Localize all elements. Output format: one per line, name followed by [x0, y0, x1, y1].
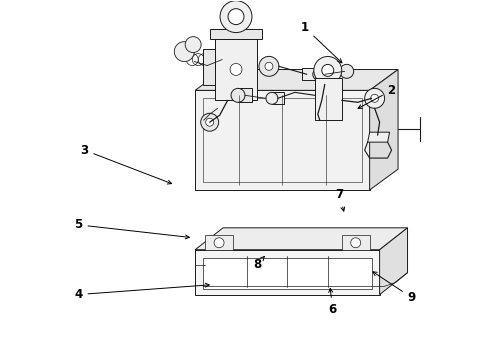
Polygon shape [369, 69, 397, 190]
Polygon shape [195, 228, 407, 250]
Circle shape [321, 64, 333, 76]
Circle shape [313, 57, 341, 84]
Polygon shape [215, 39, 256, 100]
Circle shape [230, 88, 244, 102]
Circle shape [174, 42, 194, 62]
Polygon shape [203, 49, 215, 85]
Polygon shape [379, 228, 407, 294]
Polygon shape [301, 68, 318, 80]
Circle shape [264, 62, 272, 70]
Circle shape [259, 57, 278, 76]
Circle shape [185, 37, 201, 53]
Polygon shape [341, 235, 369, 250]
Circle shape [364, 88, 384, 108]
Circle shape [227, 9, 244, 24]
Circle shape [312, 68, 324, 80]
Circle shape [370, 94, 378, 102]
Polygon shape [195, 90, 369, 190]
Circle shape [350, 238, 360, 248]
Text: 2: 2 [357, 84, 395, 108]
Text: 8: 8 [252, 256, 264, 271]
Circle shape [229, 63, 242, 75]
Polygon shape [195, 250, 379, 294]
Polygon shape [271, 92, 284, 104]
Text: 9: 9 [372, 272, 415, 304]
Polygon shape [210, 28, 262, 39]
Polygon shape [203, 258, 371, 289]
Circle shape [220, 1, 251, 32]
Polygon shape [238, 88, 251, 102]
Circle shape [265, 92, 277, 104]
Text: 3: 3 [80, 144, 171, 184]
Text: 7: 7 [335, 188, 344, 211]
Polygon shape [195, 69, 397, 90]
Circle shape [214, 238, 224, 248]
Text: 1: 1 [300, 21, 341, 63]
Text: 6: 6 [328, 288, 336, 316]
Text: 4: 4 [74, 283, 209, 301]
Text: 5: 5 [74, 218, 189, 239]
Polygon shape [204, 235, 233, 250]
Polygon shape [314, 78, 341, 120]
Polygon shape [367, 132, 389, 142]
Circle shape [200, 113, 218, 131]
Circle shape [205, 118, 213, 126]
Circle shape [339, 64, 353, 78]
